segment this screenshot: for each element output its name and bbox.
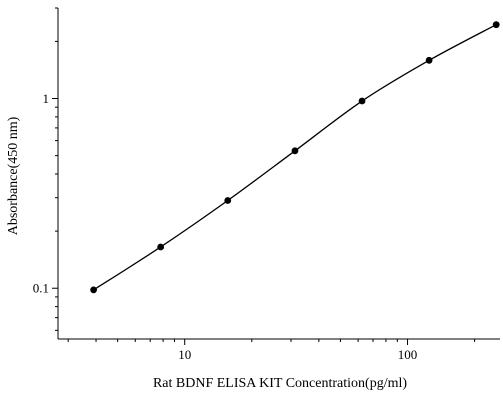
data-point [492,21,500,29]
x-axis-title: Rat BDNF ELISA KIT Concentration(pg/ml) [153,376,407,391]
y-axis-title: Absorbance(450 nm) [6,116,21,235]
data-point [425,56,433,64]
axes [57,8,500,340]
ticks: 10 100 0.1 1 [33,7,476,362]
data-point [291,147,299,155]
x-tick-label: 10 [178,347,191,362]
y-tick-label: 1 [43,91,50,106]
data-point [358,97,366,105]
data-point [90,286,97,294]
fit-curve [93,24,497,291]
x-tick-label: 100 [398,347,418,362]
y-tick-label: 0.1 [33,281,49,296]
curve-layer [93,24,497,291]
data-point [157,243,165,251]
data-point [224,197,232,204]
points-layer [90,21,500,294]
